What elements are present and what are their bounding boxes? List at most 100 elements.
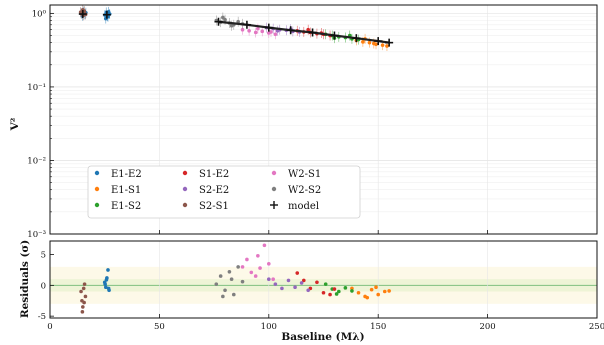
- visibility-y-axis-label: V²: [9, 117, 21, 131]
- residual-point: [286, 278, 291, 283]
- residual-point: [365, 295, 370, 300]
- visibility-frame: [49, 4, 598, 235]
- visibility-x-ticks: [49, 230, 598, 234]
- visibility-point: [221, 15, 225, 20]
- legend-box: [87, 165, 361, 219]
- residual-point: [81, 305, 85, 309]
- visibility-point: [306, 27, 310, 32]
- residual-point: [240, 265, 245, 269]
- residual-point: [323, 282, 328, 286]
- legend-marker: [271, 186, 277, 192]
- visibility-point: [256, 26, 260, 31]
- residuals-panel: -5 0 5 0 50 100 150 200 250 Residuals (σ) Basel…: [19, 240, 604, 343]
- residual-point: [295, 271, 300, 275]
- residual-point: [293, 285, 297, 290]
- residuals-y-tick-label: -5: [38, 312, 46, 322]
- residual-point: [350, 286, 354, 291]
- legend-marker: [94, 202, 100, 208]
- visibility-y-tick-label: 10⁻¹: [27, 83, 46, 93]
- legend-label: W2-S2: [288, 185, 321, 196]
- visibility-point: [247, 28, 251, 33]
- residuals-y-ticks: -5 0 5: [38, 251, 54, 322]
- residual-point: [350, 289, 354, 293]
- visibility-point: [81, 7, 85, 12]
- residual-point: [106, 268, 110, 272]
- residual-point: [103, 282, 107, 286]
- visibility-point: [260, 29, 265, 34]
- visibility-y-ticks: 10⁰ 10⁻¹ 10⁻² 10⁻³: [27, 9, 54, 240]
- residual-point: [302, 278, 306, 283]
- residual-point: [306, 288, 310, 293]
- legend-label: S2-S1: [199, 201, 229, 212]
- x-tick-label: 250: [589, 322, 604, 332]
- visibility-point: [240, 27, 245, 32]
- residual-point: [258, 266, 262, 270]
- x-tick-label: 150: [370, 322, 386, 332]
- residual-point: [256, 253, 260, 258]
- residual-point: [229, 277, 234, 281]
- legend-label: E1-S2: [111, 201, 141, 212]
- residual-point: [221, 294, 225, 299]
- legend-marker: [182, 202, 188, 208]
- residual-point: [374, 285, 378, 290]
- visibility-point: [229, 23, 234, 28]
- residual-point: [80, 310, 85, 314]
- residual-point: [343, 286, 348, 290]
- residual-point: [79, 289, 83, 294]
- residual-point: [321, 290, 326, 295]
- residual-point: [328, 292, 332, 297]
- visibility-model: [78, 10, 394, 47]
- residual-point: [337, 289, 341, 294]
- visibility-y-tick-label: 10⁰: [32, 9, 47, 19]
- x-axis-label: Baseline (Mλ): [281, 331, 364, 343]
- residual-point: [245, 257, 249, 262]
- visibility-point: [223, 17, 227, 22]
- legend-label: E1-E2: [111, 169, 142, 180]
- residual-point: [82, 282, 87, 286]
- residual-point: [249, 270, 254, 275]
- visibility-y-tick-label: 10⁻²: [27, 156, 46, 166]
- residual-point: [334, 292, 339, 296]
- residual-point: [236, 265, 240, 269]
- residuals-x-ticks: 0 50 100 150 200 250: [47, 314, 604, 332]
- visibility-point: [269, 30, 273, 34]
- x-tick-label: 100: [261, 322, 277, 332]
- visibility-y-tick-label: 10⁻³: [27, 230, 46, 240]
- x-tick-label: 50: [154, 322, 165, 332]
- residual-point: [267, 277, 271, 281]
- visibility-point: [367, 40, 372, 45]
- residual-point: [332, 287, 337, 291]
- residuals-frame: [49, 240, 598, 319]
- residual-point: [83, 294, 88, 299]
- residual-point: [104, 278, 109, 282]
- residuals-y-axis-label: Residuals (σ): [19, 240, 31, 318]
- visibility-panel: 10⁰ 10⁻¹ 10⁻² 10⁻³ V² E1-E2 E1-S1 E1-S2 S1-E2 S…: [9, 4, 598, 240]
- x-tick-label: 200: [479, 322, 495, 332]
- legend: E1-E2 E1-S1 E1-S2 S1-E2 S2-E2 S2-S1 W2-S1 W2-S2…: [87, 165, 361, 219]
- residual-point: [267, 261, 271, 266]
- residuals-y-tick-label: 5: [41, 251, 46, 261]
- visibility-point: [253, 30, 258, 35]
- residual-point: [273, 282, 278, 286]
- residual-point: [280, 286, 284, 291]
- legend-label: model: [288, 201, 319, 212]
- residual-point: [227, 270, 232, 274]
- residual-point: [356, 290, 361, 295]
- legend-marker: [94, 186, 100, 192]
- residual-point: [82, 300, 86, 305]
- residual-point: [382, 289, 387, 294]
- residual-point: [81, 286, 86, 291]
- residual-point: [240, 279, 245, 284]
- residuals-y-tick-label: 0: [41, 281, 46, 291]
- residual-point: [271, 277, 275, 281]
- residual-point: [218, 274, 223, 278]
- residual-point: [315, 280, 319, 285]
- legend-label: E1-S1: [111, 185, 141, 196]
- visibility-point: [273, 32, 278, 37]
- legend-marker: [182, 170, 188, 176]
- residual-point: [299, 281, 304, 285]
- residual-point: [262, 243, 267, 248]
- residual-point: [231, 292, 236, 297]
- legend-marker: [271, 170, 277, 176]
- residuals-marks: [79, 243, 391, 314]
